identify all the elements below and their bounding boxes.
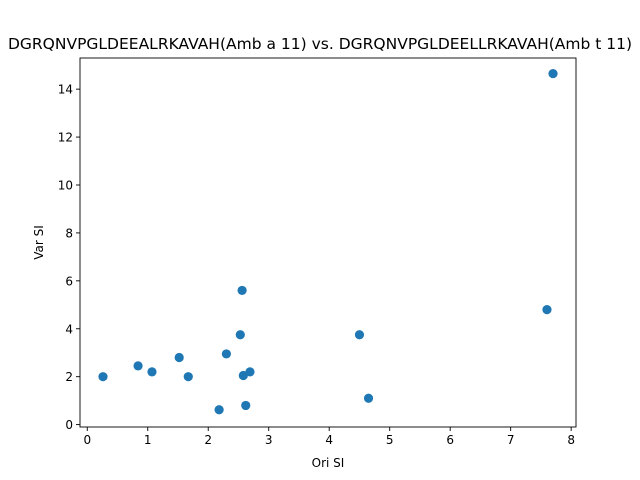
x-tick-label: 3 — [265, 433, 273, 447]
data-point — [354, 330, 365, 340]
y-tick-label: 14 — [58, 83, 73, 97]
data-point — [221, 349, 231, 359]
data-point — [237, 285, 247, 296]
x-tick-label: 4 — [325, 433, 333, 447]
data-point — [147, 367, 157, 377]
x-tick-label: 7 — [507, 433, 515, 447]
data-point — [183, 372, 193, 382]
data-point — [542, 304, 552, 315]
y-axis-label: Var SI — [32, 225, 46, 260]
data-point — [241, 400, 251, 411]
y-tick-label: 2 — [65, 370, 73, 384]
data-point — [214, 405, 224, 415]
x-tick-label: 6 — [446, 433, 454, 447]
data-point — [174, 352, 184, 363]
x-tick-label: 5 — [386, 433, 394, 447]
data-points — [98, 68, 558, 415]
plot-frame — [79, 57, 577, 428]
x-tick-label: 1 — [144, 433, 152, 447]
data-point — [235, 330, 245, 340]
x-axis-label: Ori SI — [312, 456, 345, 470]
chart-title: DGRQNVPGLDEEALRKAVAH(Amb a 11) vs. DGRQN… — [8, 35, 632, 53]
data-point — [245, 367, 255, 377]
y-tick-label: 0 — [65, 418, 73, 432]
data-point — [133, 361, 143, 371]
data-point — [548, 68, 558, 79]
y-tick-label: 4 — [65, 322, 73, 336]
y-tick-label: 10 — [58, 178, 73, 192]
y-tick-label: 6 — [65, 274, 73, 288]
y-tick-label: 8 — [65, 226, 73, 240]
y-tick-label: 12 — [58, 131, 73, 145]
x-tick-label: 2 — [204, 433, 212, 447]
data-point — [98, 372, 108, 382]
x-tick-label: 0 — [83, 433, 91, 447]
x-tick-label: 8 — [567, 433, 575, 447]
data-point — [363, 393, 374, 403]
